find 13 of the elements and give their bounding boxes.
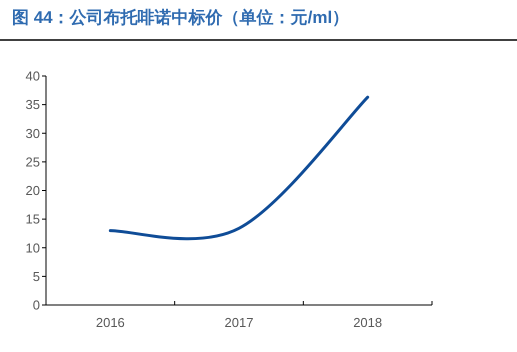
y-tick-label: 10 bbox=[26, 240, 40, 256]
y-tick-label: 25 bbox=[26, 154, 40, 170]
y-tick-label: 20 bbox=[26, 183, 40, 198]
x-tick-label: 2016 bbox=[96, 315, 125, 330]
y-tick-label: 40 bbox=[26, 68, 40, 84]
x-tick-label: 2018 bbox=[353, 315, 382, 330]
y-tick-label: 5 bbox=[32, 268, 40, 284]
y-tick-label: 35 bbox=[26, 97, 40, 112]
x-tick-label: 2017 bbox=[224, 315, 254, 330]
chart-title: 图 44：公司布托啡诺中标价（单位：元/ml） bbox=[12, 8, 350, 27]
y-tick-label: 15 bbox=[26, 212, 40, 227]
y-tick-label: 30 bbox=[26, 126, 40, 141]
y-tick-label: 0 bbox=[32, 298, 40, 312]
